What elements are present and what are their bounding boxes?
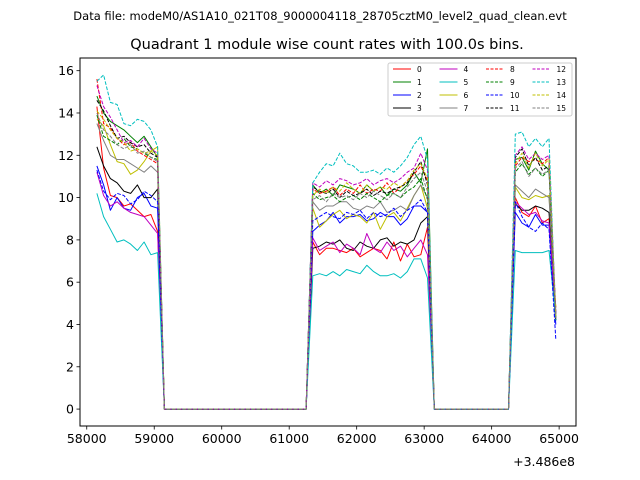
legend-label-4: 4 — [464, 65, 469, 74]
plot-area — [96, 74, 557, 410]
legend-label-9: 9 — [510, 78, 515, 87]
legend-label-13: 13 — [557, 78, 567, 87]
legend-label-6: 6 — [464, 91, 469, 100]
y-tick-label: 14 — [58, 105, 74, 120]
x-tick-label: 63000 — [404, 431, 444, 446]
suptitle: Data file: modeM0/AS1A10_021T08_90000041… — [73, 9, 567, 23]
x-tick-label: 59000 — [134, 431, 174, 446]
legend-label-0: 0 — [417, 65, 422, 74]
y-tick-label: 16 — [58, 63, 74, 78]
x-offset-label: +3.486e8 — [513, 454, 575, 469]
y-tick-label: 2 — [66, 359, 74, 374]
y-axis: 0 2 4 6 8 10 12 14 16 — [58, 63, 80, 417]
axes-frame — [79, 57, 577, 427]
x-tick-label: 62000 — [337, 431, 377, 446]
legend-label-1: 1 — [417, 78, 422, 87]
legend-label-11: 11 — [510, 104, 520, 113]
x-axis: 58000 59000 60000 61000 62000 63000 64000 65000 — [67, 426, 579, 446]
legend-label-10: 10 — [510, 91, 520, 100]
y-tick-label: 6 — [66, 275, 74, 290]
legend-label-5: 5 — [464, 78, 469, 87]
x-tick-label: 58000 — [67, 431, 107, 446]
chart-title: Quadrant 1 module wise count rates with … — [130, 37, 524, 53]
legend-label-14: 14 — [557, 91, 567, 100]
legend-label-3: 3 — [417, 104, 422, 113]
x-tick-label: 60000 — [202, 431, 242, 446]
y-tick-label: 12 — [58, 148, 74, 163]
legend-label-12: 12 — [557, 65, 567, 74]
y-tick-label: 0 — [66, 402, 74, 417]
legend-label-8: 8 — [510, 65, 515, 74]
legend-label-7: 7 — [464, 104, 469, 113]
legend-frame — [387, 62, 573, 117]
legend-label-2: 2 — [417, 91, 422, 100]
y-tick-label: 8 — [66, 232, 74, 247]
x-tick-label: 64000 — [472, 431, 512, 446]
y-tick-label: 10 — [58, 190, 74, 205]
legend-label-15: 15 — [557, 104, 567, 113]
series-line-15 — [96, 112, 557, 410]
y-tick-label: 4 — [66, 317, 74, 332]
x-tick-label: 65000 — [539, 431, 579, 446]
x-tick-label: 61000 — [269, 431, 309, 446]
